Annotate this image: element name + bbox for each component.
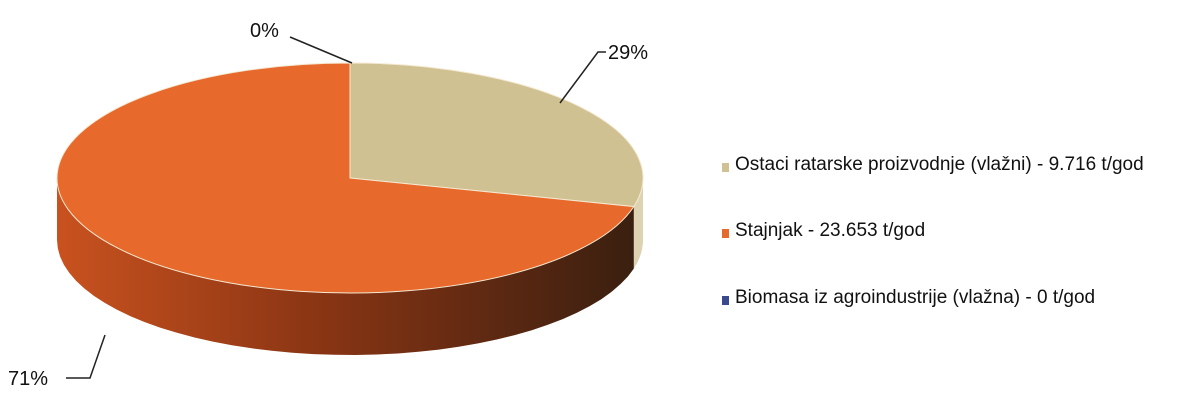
legend-entry: Biomasa iz agroindustrije (vlažna) - 0 t… [735, 287, 1096, 308]
legend-marker [722, 163, 729, 172]
leader-line [289, 36, 353, 64]
data-label: 29% [608, 42, 648, 64]
slice-side [633, 178, 643, 269]
pie [56, 62, 644, 355]
legend-marker [722, 296, 729, 305]
slice [56, 62, 635, 294]
data-label: 0% [250, 20, 279, 42]
legend-entry: Stajnjak - 23.653 t/god [735, 220, 926, 241]
leader-line [559, 51, 606, 104]
data-label: 71% [8, 368, 48, 390]
slice [349, 62, 644, 208]
leader-line [66, 334, 106, 379]
legend-entry: Ostaci ratarske proizvodnje (vlažni) - 9… [735, 154, 1144, 175]
legend-marker [722, 229, 729, 238]
slice-side [57, 178, 634, 355]
